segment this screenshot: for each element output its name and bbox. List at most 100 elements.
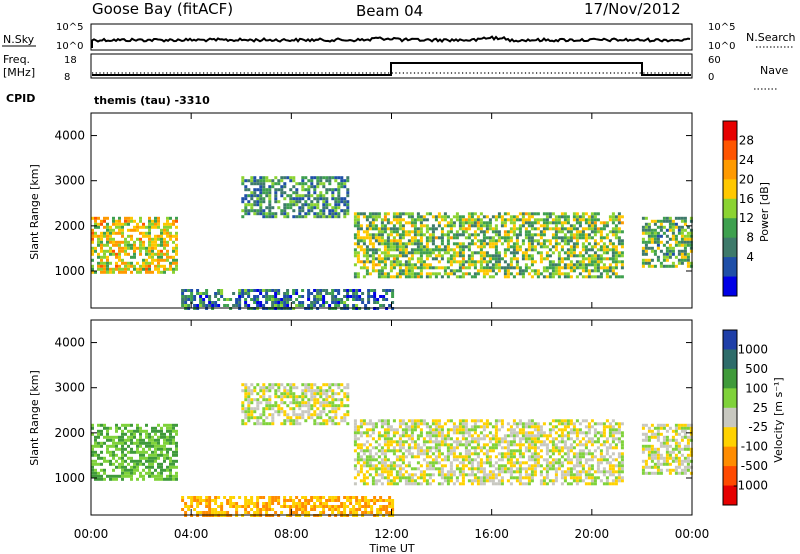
scatter-cell	[115, 459, 118, 463]
scatter-cell	[473, 266, 477, 270]
scatter-cell	[383, 239, 387, 243]
scatter-cell	[458, 443, 462, 447]
scatter-cell	[422, 224, 426, 228]
scatter-cell	[608, 461, 612, 465]
scatter-cell	[316, 176, 320, 180]
scatter-cell	[596, 242, 600, 246]
scatter-cell	[554, 227, 558, 231]
scatter-cell	[620, 458, 624, 462]
scatter-cell	[614, 227, 618, 231]
scatter-cell	[572, 467, 576, 471]
scatter-cell	[599, 458, 603, 462]
scatter-cell	[346, 295, 350, 298]
scatter-cell	[106, 249, 109, 253]
scatter-cell	[343, 301, 347, 304]
scatter-cell	[554, 242, 558, 246]
scatter-cell	[434, 227, 438, 231]
scatter-cell	[121, 441, 124, 445]
scatter-cell	[479, 482, 483, 486]
scatter-cell	[680, 426, 684, 430]
scatter-cell	[103, 441, 106, 445]
power-colorbar-label: Power [dB]	[758, 182, 771, 242]
scatter-cell	[316, 392, 320, 396]
scatter-cell	[479, 476, 483, 480]
scatter-cell	[677, 456, 681, 460]
scatter-cell	[470, 251, 474, 255]
scatter-cell	[208, 295, 212, 298]
scatter-cell	[479, 425, 483, 429]
scatter-cell	[578, 254, 582, 258]
scatter-cell	[593, 476, 597, 480]
scatter-cell	[292, 502, 296, 505]
scatter-cell	[431, 464, 435, 468]
scatter-cell	[328, 389, 332, 393]
scatter-cell	[578, 440, 582, 444]
scatter-cell	[602, 455, 606, 459]
scatter-cell	[488, 239, 492, 243]
scatter-cell	[674, 423, 678, 427]
scatter-cell	[650, 444, 654, 448]
scatter-cell	[665, 423, 669, 427]
scatter-cell	[368, 422, 372, 426]
scatter-cell	[115, 219, 118, 223]
scatter-cell	[563, 473, 567, 477]
scatter-cell	[614, 272, 618, 276]
scatter-cell	[593, 482, 597, 486]
scatter-cell	[473, 476, 477, 480]
scatter-cell	[434, 434, 438, 438]
scatter-cell	[617, 431, 621, 435]
scatter-cell	[127, 450, 130, 454]
scatter-cell	[449, 227, 453, 231]
scatter-cell	[187, 295, 191, 298]
scatter-cell	[196, 304, 200, 307]
scatter-cell	[398, 443, 402, 447]
scatter-cell	[106, 429, 109, 433]
scatter-cell	[425, 440, 429, 444]
scatter-cell	[512, 443, 516, 447]
scatter-cell	[602, 428, 606, 432]
scatter-cell	[476, 470, 480, 474]
scatter-cell	[470, 239, 474, 243]
scatter-cell	[343, 508, 347, 511]
scatter-cell	[572, 245, 576, 249]
scatter-cell	[641, 261, 645, 265]
scatter-cell	[527, 272, 531, 276]
scatter-cell	[524, 221, 528, 225]
scatter-cell	[473, 419, 477, 423]
scatter-cell	[608, 425, 612, 429]
scatter-cell	[353, 236, 357, 240]
scatter-cell	[368, 227, 372, 231]
scatter-cell	[175, 246, 178, 250]
scatter-cell	[262, 395, 266, 399]
scatter-cell	[373, 499, 377, 502]
scatter-cell	[614, 446, 618, 450]
scatter-cell	[449, 470, 453, 474]
scatter-cell	[244, 496, 248, 499]
scatter-cell	[316, 505, 320, 508]
scatter-cell	[476, 455, 480, 459]
scatter-cell	[295, 416, 299, 420]
scatter-cell	[154, 234, 157, 238]
scatter-cell	[686, 438, 690, 442]
scatter-cell	[262, 422, 266, 426]
scatter-cell	[680, 435, 684, 439]
scatter-cell	[491, 266, 495, 270]
scatter-cell	[154, 219, 157, 223]
scatter-cell	[280, 179, 284, 183]
scatter-cell	[383, 431, 387, 435]
scatter-cell	[304, 410, 308, 414]
scatter-cell	[656, 456, 660, 460]
scatter-cell	[434, 272, 438, 276]
scatter-cell	[127, 246, 130, 250]
scatter-cell	[683, 219, 687, 223]
scatter-cell	[374, 452, 378, 456]
scatter-cell	[611, 431, 615, 435]
scatter-cell	[398, 254, 402, 258]
scatter-cell	[680, 471, 684, 475]
scatter-cell	[464, 473, 468, 477]
scatter-cell	[386, 236, 390, 240]
scatter-cell	[470, 482, 474, 486]
scatter-cell	[289, 179, 293, 183]
scatter-cell	[644, 438, 648, 442]
scatter-cell	[509, 431, 513, 435]
